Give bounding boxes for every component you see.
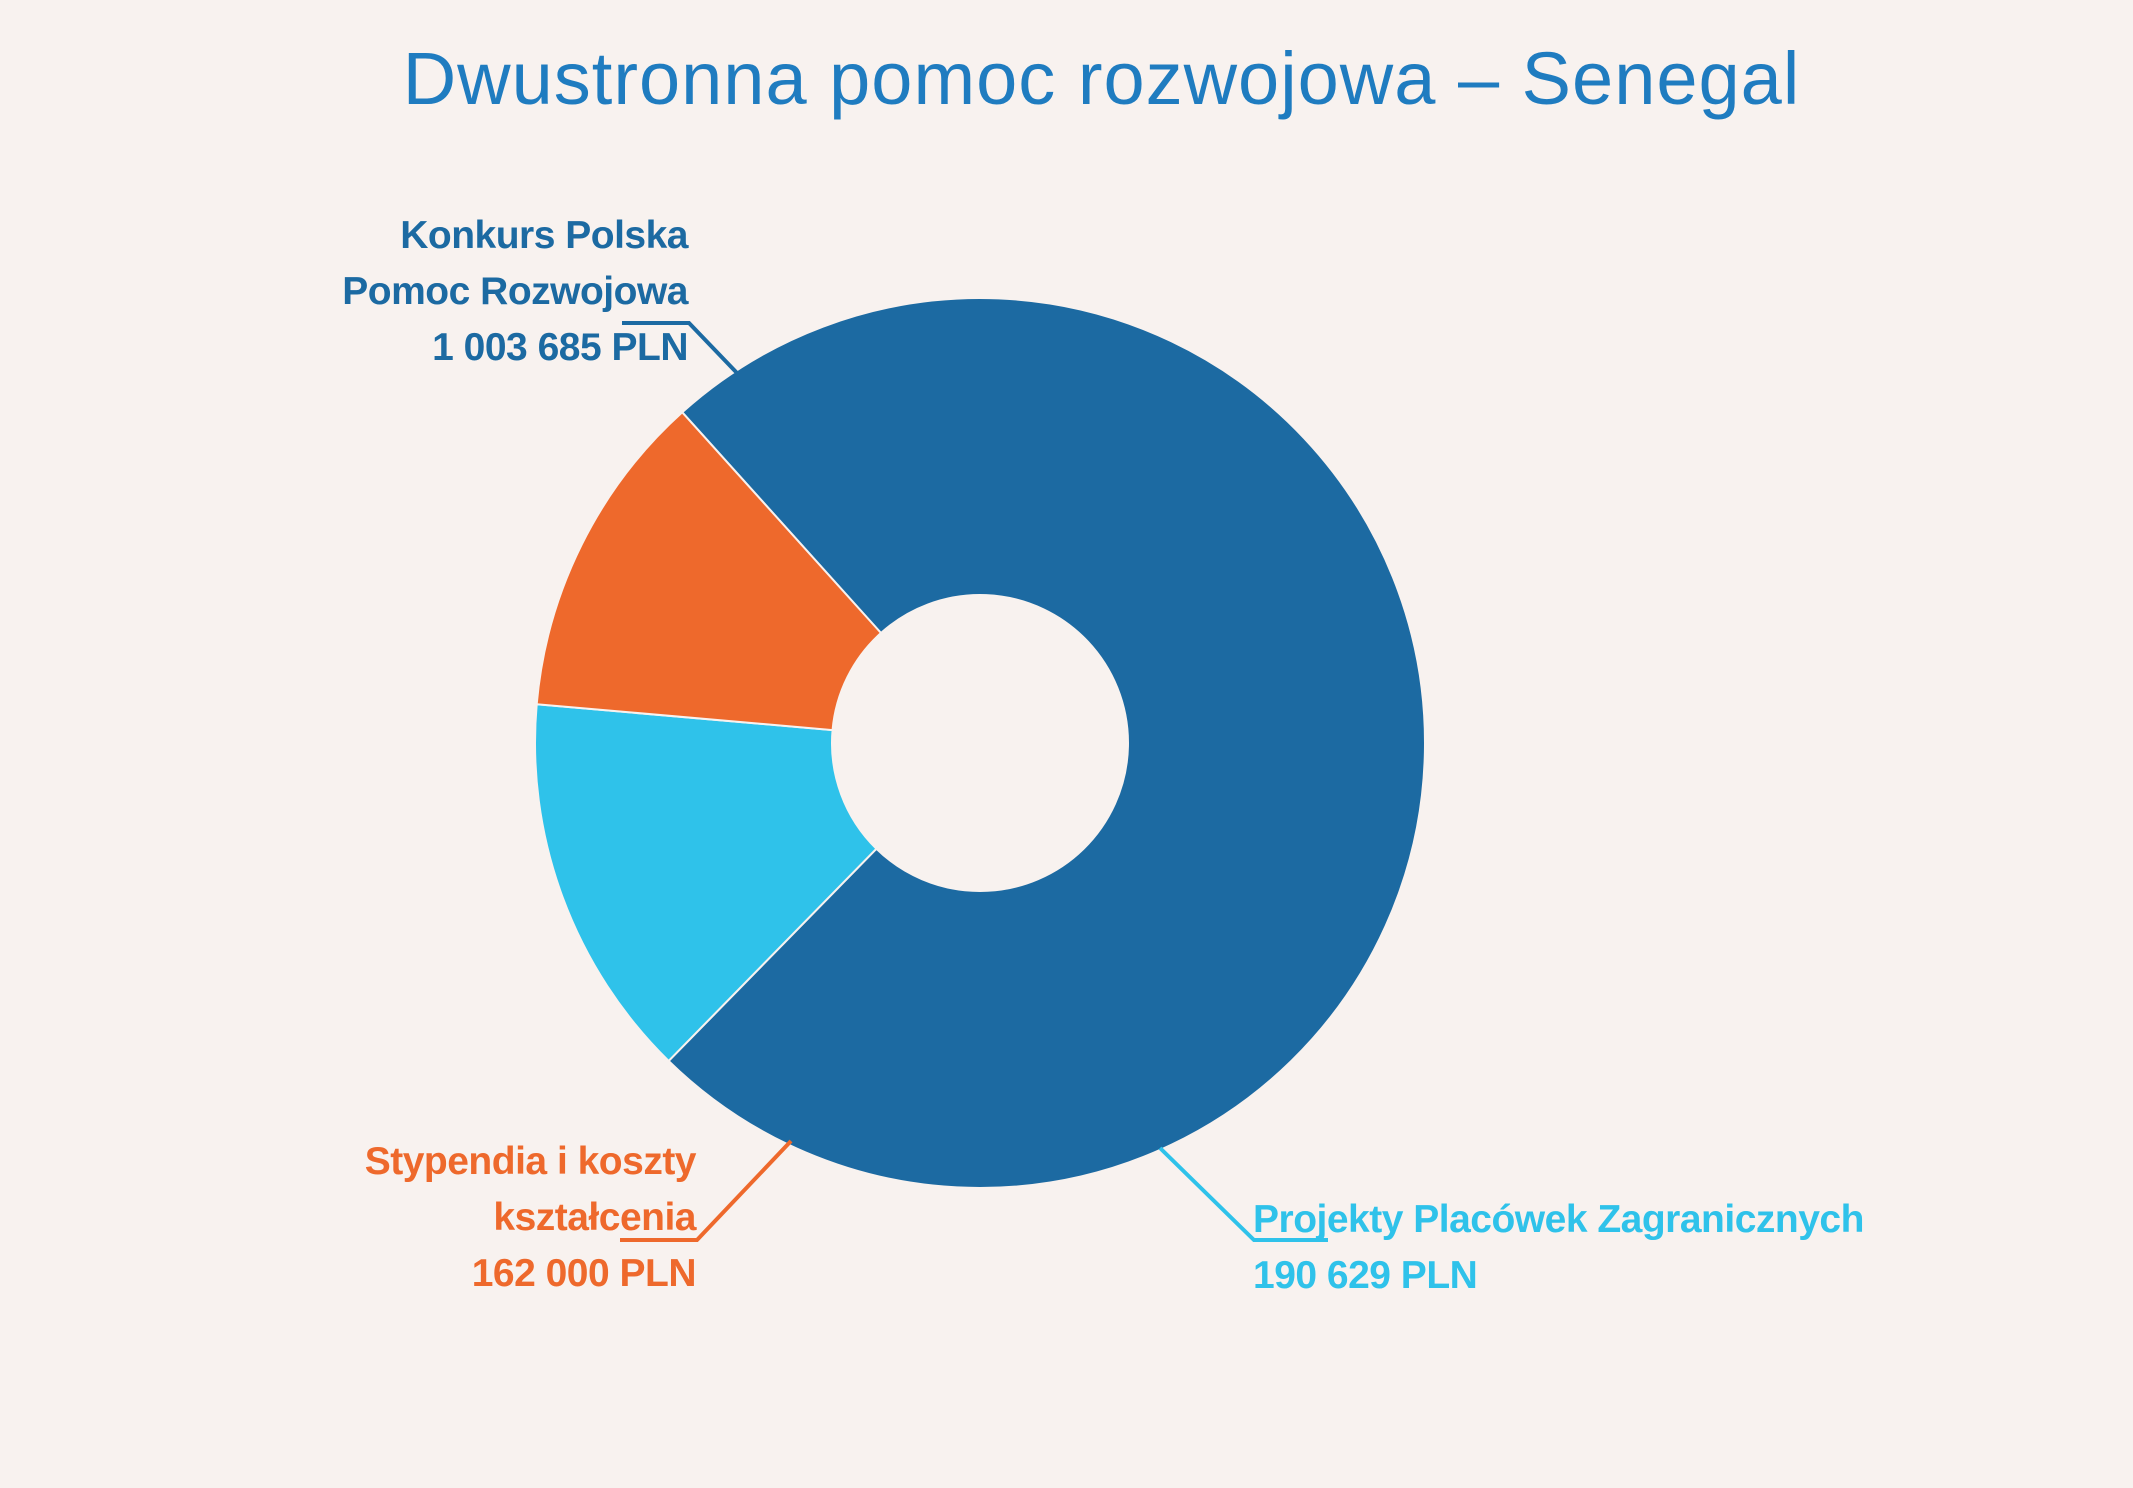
donut-slices: [534, 297, 1426, 1189]
slice-label-konkurs-value: 1 003 685 PLN: [432, 326, 688, 369]
slice-label-stypendia-value: 162 000 PLN: [471, 1252, 697, 1295]
slice-label-projekty-name-1: Projekty Placówek Zagranicznych: [1253, 1198, 1864, 1241]
slice-label-konkurs: Konkurs Polska Pomoc Rozwojowa 1 003 685…: [342, 208, 688, 376]
leader-line-stypendia: [620, 1139, 793, 1242]
slice-label-konkurs-name-2: Pomoc Rozwojowa: [342, 270, 688, 313]
slice-label-stypendia-name-2: kształcenia: [493, 1196, 696, 1239]
donut-slice-projekty: [534, 703, 878, 1063]
slice-label-projekty-value: 190 629 PLN: [1253, 1254, 1478, 1297]
slice-label-konkurs-name-1: Konkurs Polska: [400, 214, 688, 257]
chart-title: Dwustronna pomoc rozwojowa – Senegal: [402, 37, 1801, 120]
leader-line-konkurs: [622, 321, 739, 375]
leader-lines: [620, 321, 1328, 1242]
slice-label-projekty: Projekty Placówek Zagranicznych 190 629 …: [1253, 1192, 1864, 1304]
donut-slice-konkurs: [667, 297, 1426, 1189]
donut-slice-stypendia: [535, 410, 883, 732]
slice-label-stypendia: Stypendia i koszty kształcenia 162 000 P…: [364, 1134, 697, 1302]
slice-label-stypendia-name-1: Stypendia i koszty: [364, 1140, 697, 1183]
leader-line-projekty: [1158, 1146, 1328, 1242]
